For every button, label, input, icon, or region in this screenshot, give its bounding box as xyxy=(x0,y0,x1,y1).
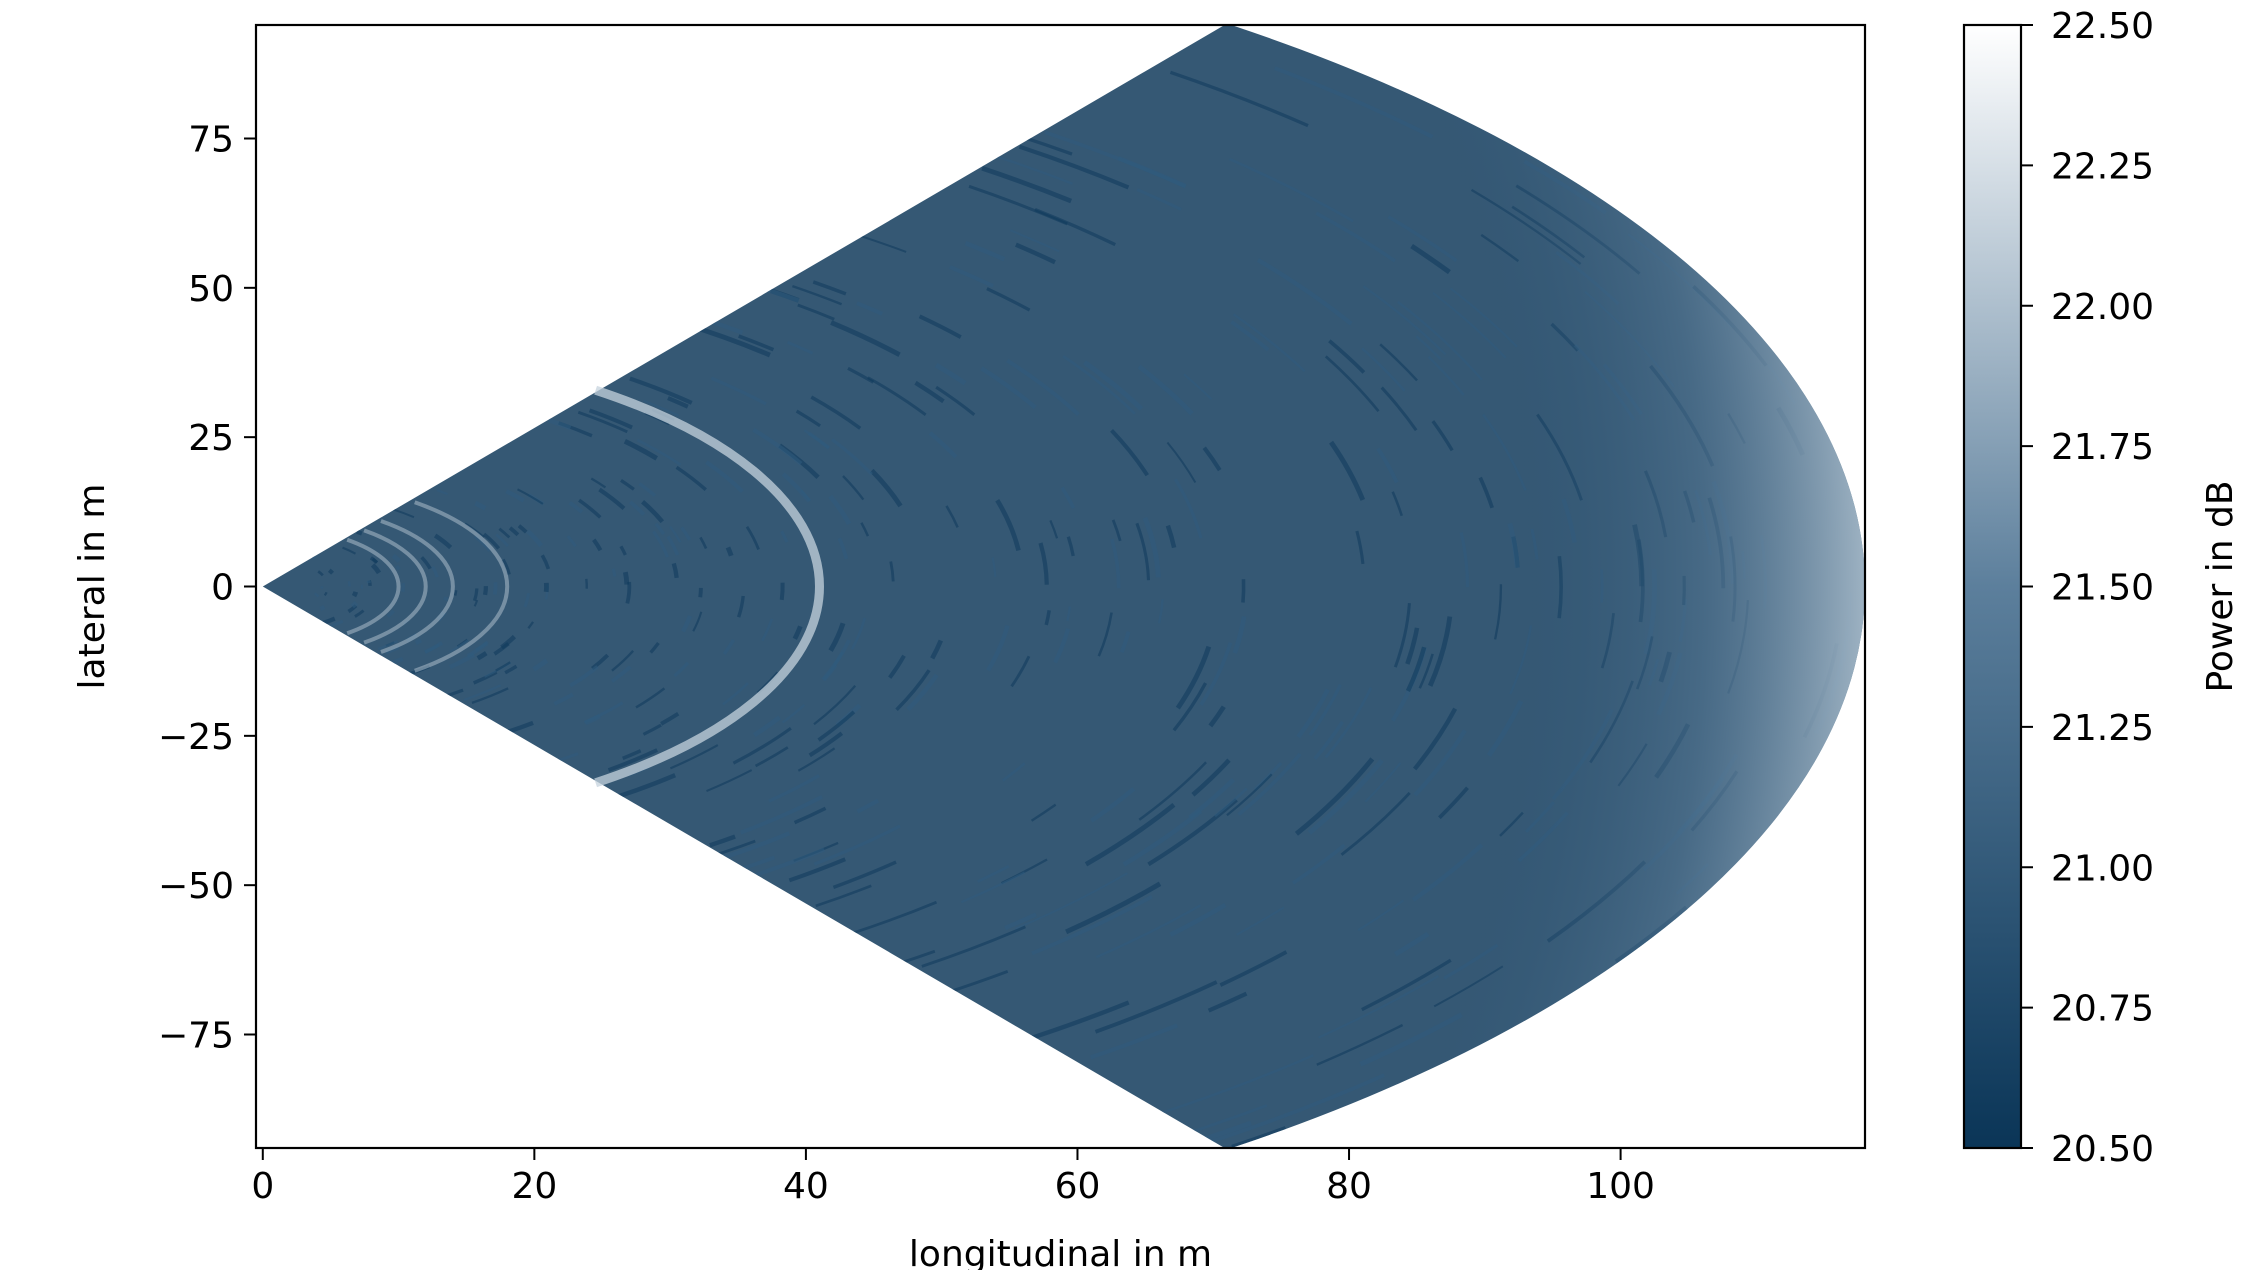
y-tick-label: −75 xyxy=(158,1016,234,1057)
y-tick-label: −25 xyxy=(158,717,234,758)
colorbar-tick-label: 21.00 xyxy=(2051,848,2154,889)
x-tick-label: 0 xyxy=(251,1166,274,1207)
colorbar-ticks: 20.50 20.75 21.00 21.25 21.50 21.75 22.00 22.25… xyxy=(2021,6,2154,1170)
x-tick-label: 20 xyxy=(511,1166,557,1207)
colorbar-tick-label: 21.25 xyxy=(2051,708,2154,749)
far-range-glow xyxy=(263,24,1865,1150)
x-tick-label: 60 xyxy=(1055,1166,1101,1207)
y-tick-label: 25 xyxy=(188,418,234,459)
plot-area xyxy=(263,24,1865,1150)
colorbar-tick-label: 22.00 xyxy=(2051,287,2154,328)
y-axis: −75 −50 −25 0 25 50 75 xyxy=(158,119,256,1056)
colorbar-tick-label: 20.50 xyxy=(2051,1129,2154,1170)
y-tick-label: 50 xyxy=(188,269,234,310)
colorbar-tick-label: 21.75 xyxy=(2051,427,2154,468)
y-tick-label: 0 xyxy=(211,568,234,609)
x-tick-label: 40 xyxy=(783,1166,829,1207)
colorbar-tick-label: 22.50 xyxy=(2051,6,2154,47)
y-tick-label: 75 xyxy=(188,119,234,160)
y-axis-label: lateral in m xyxy=(72,484,113,690)
colorbar-tick-label: 21.50 xyxy=(2051,568,2154,609)
colorbar-gradient xyxy=(1964,25,2021,1148)
colorbar: 20.50 20.75 21.00 21.25 21.50 21.75 22.00 22.25… xyxy=(1964,6,2241,1170)
y-tick-label: −50 xyxy=(158,866,234,907)
x-tick-label: 100 xyxy=(1586,1166,1655,1207)
colorbar-label: Power in dB xyxy=(2200,480,2241,692)
colorbar-tick-label: 22.25 xyxy=(2051,146,2154,187)
x-axis-label: longitudinal in m xyxy=(909,1234,1212,1270)
x-tick-label: 80 xyxy=(1326,1166,1372,1207)
colorbar-tick-label: 20.75 xyxy=(2051,989,2154,1030)
x-axis: 0 20 40 60 80 100 xyxy=(251,1148,1655,1207)
